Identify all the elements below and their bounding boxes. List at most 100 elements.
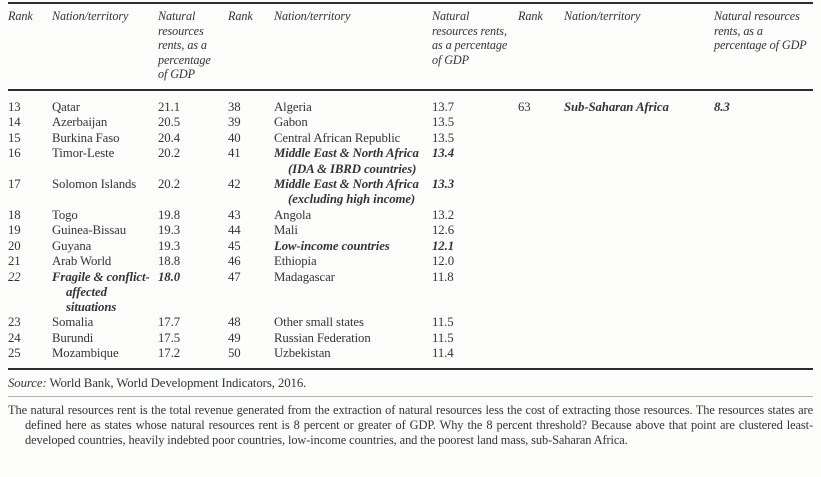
column-header-nation-3: Nation/territory: [564, 3, 714, 91]
value-cell: 20.4: [158, 130, 180, 145]
nation-cell: Qatar: [52, 99, 80, 114]
rank-cell: [518, 254, 564, 269]
rank-cell: 38: [228, 99, 241, 114]
value-cell: 17.7: [158, 315, 180, 330]
rank-cell: 40: [228, 130, 241, 145]
rank-cell: 43: [228, 207, 241, 222]
rank-cell: 50: [228, 346, 241, 361]
value-cell: 13.5: [432, 130, 454, 145]
rank-cell: 13: [8, 99, 21, 114]
rank-cell: 16: [8, 146, 21, 161]
column-header-nation-1: Nation/territory: [52, 3, 158, 91]
rank-cell: [518, 346, 564, 369]
column-header-nation-2: Nation/territory: [274, 3, 432, 91]
value-cell: 12.6: [432, 223, 454, 238]
nation-cell: [564, 254, 714, 269]
value-cell: 20.2: [158, 146, 180, 161]
nation-cell: [564, 331, 714, 346]
table-row: 25 Mozambique 17.2 50 Uzbekistan 11.4: [8, 346, 813, 369]
divider: [8, 396, 813, 398]
nation-cell: [564, 270, 714, 316]
table-row: 21 Arab World 18.8 46 Ethiopia 12.0: [8, 254, 813, 269]
value-cell: 13.2: [432, 207, 454, 222]
rank-cell: 23: [8, 315, 21, 330]
nation-cell: [564, 146, 714, 177]
nation-cell: [564, 223, 714, 238]
nation-cell: Burundi: [52, 330, 94, 345]
table-row: 16 Timor-Leste 20.2 41 Middle East & North A…: [8, 146, 813, 177]
rank-cell: [518, 315, 564, 330]
table-row: 18 Togo 19.8 43 Angola 13.2: [8, 208, 813, 223]
table-row: 20 Guyana 19.3 45 Low-income countries 12.1: [8, 239, 813, 254]
value-cell: 12.1: [432, 238, 454, 253]
rank-cell: 44: [228, 223, 241, 238]
source-label: Source:: [8, 376, 47, 391]
nation-cell: Middle East & North Africa (excluding hi…: [274, 177, 419, 207]
rank-cell: 17: [8, 177, 21, 191]
nation-cell: Madagascar: [274, 269, 335, 284]
rank-cell: [518, 131, 564, 146]
value-cell: 13.7: [432, 99, 454, 114]
column-header-rank-3: Rank: [518, 3, 564, 91]
value-cell: 19.3: [158, 223, 180, 238]
value-cell: 20.5: [158, 115, 180, 130]
value-cell: 8.3: [714, 99, 730, 114]
rank-cell: 48: [228, 315, 241, 330]
rank-cell: 25: [8, 346, 21, 361]
source-text: World Bank, World Development Indicators…: [49, 376, 307, 391]
table-row: 17 Solomon Islands 20.2 42 Middle East & Nor…: [8, 177, 813, 208]
nation-cell: [564, 131, 714, 146]
value-cell: [714, 146, 813, 177]
rank-cell: 49: [228, 330, 241, 345]
header-row: Rank Nation/territory Natural resources …: [8, 3, 813, 91]
resources-rents-table: Rank Nation/territory Natural resources …: [8, 2, 813, 371]
nation-cell: [564, 115, 714, 130]
table-row: 14 Azerbaijan 20.5 39 Gabon 13.5: [8, 115, 813, 130]
table-row: 23 Somalia 17.7 48 Other small states 11.5: [8, 315, 813, 330]
rank-cell: 21: [8, 254, 21, 269]
value-cell: [714, 177, 813, 208]
nation-cell: Fragile & conflict-affected situations: [52, 269, 150, 314]
value-cell: 13.5: [432, 115, 454, 130]
nation-cell: Guyana: [52, 238, 92, 253]
column-header-rank-2: Rank: [228, 3, 274, 91]
value-cell: 13.4: [432, 146, 454, 161]
rank-cell: 15: [8, 130, 21, 145]
rank-cell: 14: [8, 115, 21, 130]
column-header-value-3: Natural resources rents, as a percentage…: [714, 3, 813, 91]
nation-cell: Guinea-Bissau: [52, 223, 127, 238]
rank-cell: 20: [8, 238, 21, 253]
rank-cell: 46: [228, 254, 241, 269]
nation-cell: Middle East & North Africa (IDA & IBRD c…: [274, 146, 419, 176]
rank-cell: [518, 239, 564, 254]
value-cell: [714, 346, 813, 369]
value-cell: 11.4: [432, 346, 454, 361]
nation-cell: Mozambique: [52, 346, 119, 361]
value-cell: 12.0: [432, 254, 454, 269]
nation-cell: Burkina Faso: [52, 130, 120, 145]
value-cell: [714, 223, 813, 238]
value-cell: 18.8: [158, 254, 180, 269]
table-body: 13 Qatar 21.1 38 Algeria 13.7 63 Sub-Saharan Af…: [8, 90, 813, 369]
value-cell: 18.0: [158, 269, 180, 284]
value-cell: [714, 315, 813, 330]
column-header-rank-1: Rank: [8, 3, 52, 91]
nation-cell: Low-income countries: [274, 238, 390, 253]
nation-cell: Angola: [274, 207, 312, 222]
rank-cell: [518, 331, 564, 346]
rank-cell: 39: [228, 115, 241, 130]
value-cell: [714, 331, 813, 346]
footnote-paragraph: The natural resources rent is the total …: [8, 403, 813, 448]
rank-cell: [518, 223, 564, 238]
nation-cell: [564, 177, 714, 208]
table-row: 19 Guinea-Bissau 19.3 44 Mali 12.6: [8, 223, 813, 238]
rank-cell: [518, 146, 564, 177]
value-cell: 21.1: [158, 99, 180, 114]
rank-cell: [518, 270, 564, 316]
value-cell: 17.5: [158, 330, 180, 345]
column-header-value-1: Natural resources rents, as a percentage…: [158, 3, 228, 91]
table-row: 15 Burkina Faso 20.4 40 Central African Repu…: [8, 131, 813, 146]
nation-cell: Central African Republic: [274, 130, 401, 145]
nation-cell: Gabon: [274, 115, 308, 130]
nation-cell: Arab World: [52, 254, 112, 269]
